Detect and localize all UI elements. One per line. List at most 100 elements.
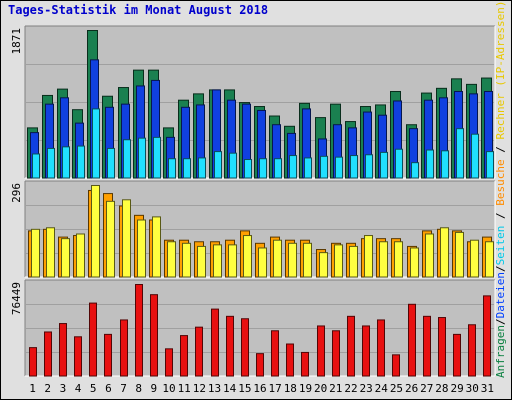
requests-bar-seiten-day-30 [471, 133, 479, 179]
traffic-bar-kb-f-day-25 [392, 354, 400, 377]
traffic-bar-kb-f-day-9 [150, 294, 158, 377]
x-tick-label-4: 4 [75, 382, 82, 395]
traffic-bar-kb-f-day-5 [89, 302, 97, 377]
visits-ymax-label: 296 [10, 183, 23, 203]
legend-entry-3: / [494, 265, 507, 272]
traffic-bar-kb-f-day-13 [211, 308, 219, 377]
legend-entry-1: / [494, 318, 507, 325]
traffic-bar-kb-f-day-22 [347, 315, 355, 377]
visits-bar-rechner-day-21 [334, 244, 343, 278]
visits-bar-rechner-day-16 [258, 247, 267, 278]
requests-bar-seiten-day-1 [32, 153, 40, 179]
legend-entry-7: / [494, 140, 507, 160]
traffic-bar-kb-f-day-8 [135, 284, 143, 377]
x-tick-label-20: 20 [314, 382, 327, 395]
requests-bar-seiten-day-3 [62, 146, 70, 179]
requests-bar-seiten-day-11 [183, 158, 191, 179]
requests-bar-seiten-day-13 [214, 151, 222, 179]
x-tick-label-15: 15 [238, 382, 251, 395]
x-tick-label-24: 24 [375, 382, 389, 395]
requests-bar-seiten-day-22 [350, 155, 358, 179]
visits-bar-rechner-day-27 [425, 233, 434, 278]
traffic-bar-kb-f-day-26 [408, 303, 416, 377]
requests-bar-seiten-day-16 [259, 158, 267, 179]
requests-bar-seiten-day-17 [274, 158, 282, 179]
requests-bar-seiten-day-15 [244, 159, 252, 179]
traffic-bar-kb-f-day-11 [180, 335, 188, 377]
legend-entry-4: Seiten [494, 226, 507, 266]
x-tick-label-6: 6 [105, 382, 112, 395]
visits-bar-rechner-day-2 [46, 227, 55, 278]
x-tick-label-5: 5 [90, 382, 97, 395]
visits-bar-rechner-day-26 [410, 247, 419, 278]
traffic-bar-kb-f-day-12 [195, 326, 203, 377]
traffic-bar-kb-f-day-31 [483, 295, 491, 377]
x-tick-label-2: 2 [44, 382, 51, 395]
visits-bar-rechner-day-18 [288, 242, 297, 278]
x-tick-label-14: 14 [223, 382, 237, 395]
visits-bar-rechner-day-14 [228, 244, 237, 278]
x-tick-label-7: 7 [120, 382, 127, 395]
x-tick-label-29: 29 [450, 382, 463, 395]
visits-bar-rechner-day-24 [379, 241, 388, 278]
x-tick-label-8: 8 [135, 382, 142, 395]
visits-bar-rechner-day-19 [303, 242, 312, 278]
visits-bar-rechner-day-30 [470, 239, 479, 278]
x-tick-label-27: 27 [420, 382, 433, 395]
legend-entry-2: Dateien [494, 272, 507, 318]
traffic-bar-kb-f-day-4 [74, 336, 82, 377]
x-tick-label-30: 30 [466, 382, 479, 395]
visits-bar-rechner-day-23 [364, 235, 373, 278]
x-tick-label-18: 18 [284, 382, 297, 395]
x-tick-label-22: 22 [344, 382, 357, 395]
requests-bar-seiten-day-24 [380, 151, 388, 179]
requests-bar-seiten-day-7 [123, 139, 131, 179]
legend-entry-8: Rechner (IP-Adressen) [494, 0, 507, 139]
visits-bar-rechner-day-17 [273, 239, 282, 278]
requests-bar-seiten-day-5 [92, 108, 100, 179]
traffic-bar-kb-f-day-7 [120, 319, 128, 377]
visits-bar-rechner-day-29 [455, 231, 464, 278]
visits-bar-rechner-day-5 [91, 185, 100, 278]
visits-bar-rechner-day-12 [197, 245, 206, 278]
visits-bar-rechner-day-11 [182, 242, 191, 278]
traffic-bar-kb-f-day-30 [468, 324, 476, 377]
x-tick-label-10: 10 [162, 382, 175, 395]
visits-bar-rechner-day-7 [122, 199, 131, 278]
requests-bar-seiten-day-19 [304, 157, 312, 179]
requests-bar-seiten-day-12 [198, 157, 206, 179]
requests-ymax-label: 1871 [10, 28, 23, 55]
x-tick-label-23: 23 [360, 382, 373, 395]
legend-entry-5: / [494, 206, 507, 226]
traffic-bar-kb-f-day-18 [286, 343, 294, 377]
traffic-bar-kb-f-day-2 [44, 331, 52, 377]
x-tick-label-16: 16 [253, 382, 266, 395]
traffic-bar-kb-f-day-27 [423, 315, 431, 377]
requests-bar-seiten-day-27 [426, 149, 434, 179]
traffic-bar-kb-f-day-1 [29, 347, 37, 377]
x-tick-label-1: 1 [29, 382, 36, 395]
requests-bar-seiten-day-4 [77, 145, 85, 179]
traffic-bar-kb-f-day-29 [453, 333, 461, 377]
traffic-bar-kb-f-day-17 [271, 330, 279, 377]
x-tick-label-13: 13 [208, 382, 221, 395]
visits-bar-rechner-day-20 [319, 252, 328, 278]
x-tick-label-19: 19 [299, 382, 312, 395]
visits-bar-rechner-day-13 [213, 244, 222, 278]
requests-bar-seiten-day-9 [153, 136, 161, 179]
requests-bar-seiten-day-31 [486, 151, 494, 179]
requests-bar-seiten-day-21 [335, 156, 343, 179]
visits-bar-rechner-day-28 [440, 227, 449, 278]
x-tick-label-21: 21 [329, 382, 342, 395]
requests-bar-seiten-day-25 [395, 148, 403, 179]
chart-title: Tages-Statistik im Monat August 2018 [8, 3, 269, 17]
x-tick-label-11: 11 [178, 382, 191, 395]
requests-bar-seiten-day-28 [441, 150, 449, 179]
traffic-bar-kb-f-day-10 [165, 348, 173, 377]
traffic-bar-kb-f-day-14 [226, 315, 234, 377]
traffic-bar-kb-f-day-15 [241, 318, 249, 377]
visits-bar-rechner-day-1 [31, 228, 40, 278]
traffic-bar-kb-f-day-16 [256, 353, 264, 377]
requests-bar-seiten-day-29 [456, 128, 464, 179]
